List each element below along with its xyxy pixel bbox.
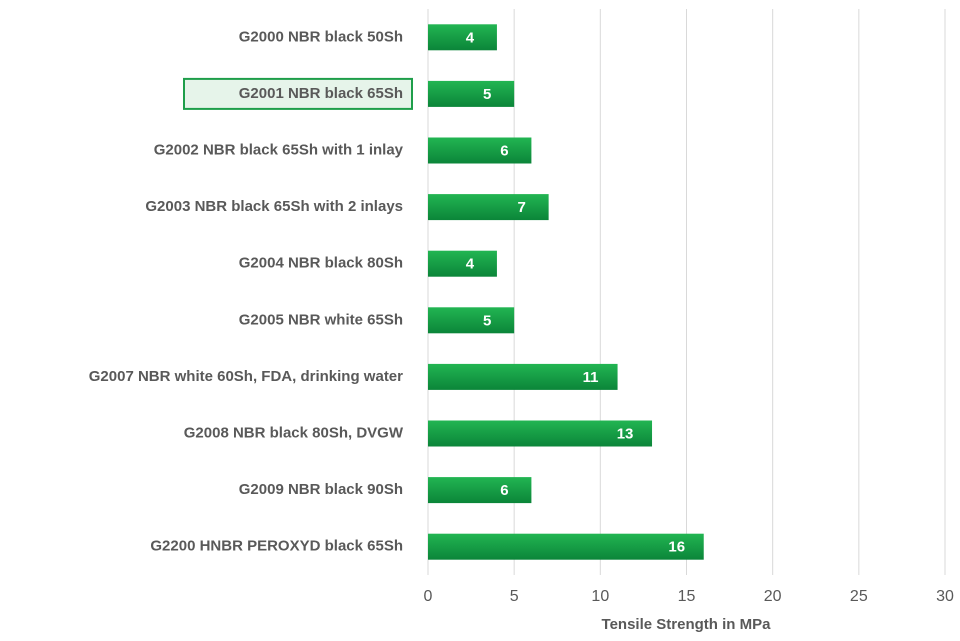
y-tick-label: G2004 NBR black 80Sh	[239, 255, 403, 272]
value-label: 6	[500, 482, 508, 499]
x-tick-label: 25	[850, 588, 868, 605]
y-tick-label: G2009 NBR black 90Sh	[239, 481, 403, 498]
y-tick-label: G2200 HNBR PEROXYD black 65Sh	[150, 538, 403, 555]
y-tick-label: G2007 NBR white 60Sh, FDA, drinking wate…	[89, 368, 403, 385]
x-tick-label: 0	[424, 588, 433, 605]
value-label: 16	[668, 539, 685, 556]
value-label: 13	[617, 425, 634, 442]
y-tick-label: G2003 NBR black 65Sh with 2 inlays	[145, 198, 403, 215]
x-axis-title: Tensile Strength in MPa	[602, 616, 772, 633]
x-tick-label: 30	[936, 588, 954, 605]
y-tick-label: G2005 NBR white 65Sh	[239, 311, 403, 328]
bar	[428, 250, 497, 277]
bar	[428, 307, 515, 334]
bar	[428, 24, 497, 51]
bar	[428, 420, 653, 447]
x-tick-label: 10	[591, 588, 609, 605]
bar	[428, 137, 532, 164]
y-tick-label: G2002 NBR black 65Sh with 1 inlay	[154, 141, 404, 158]
bar	[428, 477, 532, 504]
value-label: 4	[466, 256, 475, 273]
value-label: 11	[583, 369, 599, 386]
value-label: 6	[500, 142, 508, 159]
bar	[428, 194, 549, 221]
x-tick-label: 20	[764, 588, 782, 605]
bar	[428, 80, 515, 107]
value-label: 5	[483, 86, 491, 103]
bar	[428, 533, 704, 560]
bar	[428, 363, 618, 390]
y-tick-label: G2000 NBR black 50Sh	[239, 28, 403, 45]
x-tick-label: 5	[510, 588, 519, 605]
y-tick-label: G2001 NBR black 65Sh	[239, 85, 403, 102]
x-tick-label: 15	[678, 588, 696, 605]
value-label: 7	[517, 199, 525, 216]
y-tick-label: G2008 NBR black 80Sh, DVGW	[184, 424, 404, 441]
value-label: 5	[483, 312, 491, 329]
selection-box	[183, 77, 413, 110]
value-label: 4	[466, 29, 475, 46]
